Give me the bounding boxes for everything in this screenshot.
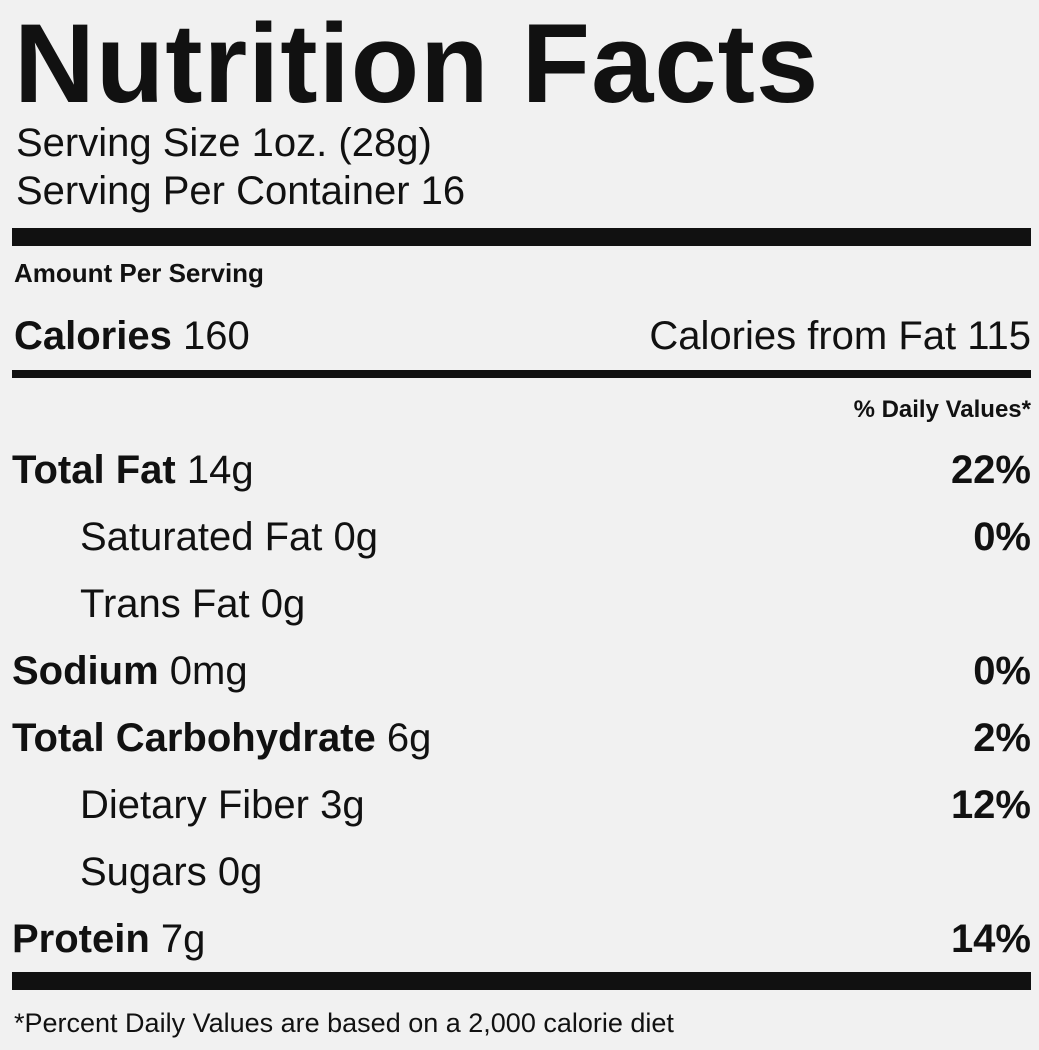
nutrient-amount: 0g (333, 515, 379, 559)
daily-value: 12% (950, 783, 1031, 827)
nutrient-row: Total Carbohydrate 6g 2% (0, 708, 1039, 768)
nutrient-name: Trans Fat (80, 582, 250, 626)
nutrient: Trans Fat 0g (80, 574, 305, 634)
nutrient-name: Sugars (80, 850, 207, 894)
nutrient-name: Total Carbohydrate (12, 716, 376, 760)
nutrient-amount: 0mg (169, 649, 248, 693)
daily-value: 14% (950, 917, 1031, 961)
daily-values-header: % Daily Values* (853, 396, 1031, 423)
nutrient-row: Sodium 0mg 0% (0, 641, 1039, 701)
calories-from-fat: Calories from Fat 115 (649, 314, 1031, 358)
nutrient-row: Total Fat 14g 22% (0, 440, 1039, 500)
calories-label: Calories (14, 314, 172, 358)
nutrient-row: Sugars 0g (0, 842, 1039, 902)
serving-size: Serving Size 1oz. (28g) (16, 121, 432, 165)
nutrient-amount: 7g (160, 917, 206, 961)
nutrient: Total Fat 14g (12, 440, 254, 500)
daily-value: 2% (973, 716, 1031, 760)
calories-row: Calories 160 (14, 314, 250, 359)
thick-rule (12, 972, 1031, 990)
nutrient: Protein 7g (12, 909, 205, 969)
nutrient-row: Dietary Fiber 3g 12% (0, 775, 1039, 835)
thick-rule (12, 228, 1031, 246)
nutrient: Dietary Fiber 3g (80, 775, 365, 835)
nutrient-row: Trans Fat 0g (0, 574, 1039, 634)
nutrient-name: Protein (12, 917, 150, 961)
nutrient: Sugars 0g (80, 842, 262, 902)
nutrient: Total Carbohydrate 6g (12, 708, 431, 768)
amount-per-serving: Amount Per Serving (14, 258, 264, 288)
nutrient-row: Protein 7g 14% (0, 909, 1039, 969)
daily-value: 0% (973, 515, 1031, 559)
daily-value: 22% (950, 448, 1031, 492)
footnote: *Percent Daily Values are based on a 2,0… (14, 1008, 674, 1038)
daily-value: 0% (973, 649, 1031, 693)
nutrient-amount: 6g (386, 716, 432, 760)
nutrient-amount: 0g (217, 850, 263, 894)
nutrient-amount: 14g (186, 448, 254, 492)
nutrient-name: Sodium (12, 649, 159, 693)
title: Nutrition Facts (14, 1, 820, 126)
nutrient-row: Saturated Fat 0g 0% (0, 507, 1039, 567)
servings-per-container: Serving Per Container 16 (16, 169, 466, 213)
nutrient-amount: 3g (320, 783, 365, 827)
nutrient: Saturated Fat 0g (80, 507, 378, 567)
nutrient: Sodium 0mg (12, 641, 248, 701)
nutrient-name: Total Fat (12, 448, 176, 492)
nutrient-name: Dietary Fiber (80, 783, 309, 827)
calories-value: 160 (182, 314, 250, 358)
medium-rule (12, 370, 1031, 378)
nutrient-amount: 0g (260, 582, 306, 626)
nutrient-name: Saturated Fat (80, 515, 323, 559)
